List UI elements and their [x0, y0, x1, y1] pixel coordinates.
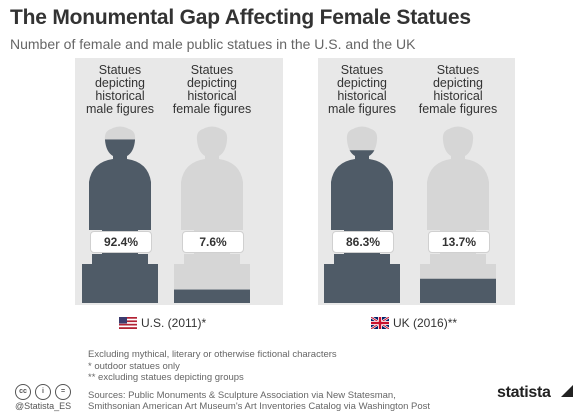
footnote-line: Excluding mythical, literary or otherwis…: [88, 349, 337, 360]
statue-fill-bar: [174, 289, 250, 303]
value-label: 92.4%: [90, 231, 152, 253]
chart-title: The Monumental Gap Affecting Female Stat…: [10, 6, 471, 29]
country-label-uk: UK (2016)**: [371, 316, 457, 330]
value-label: 7.6%: [182, 231, 244, 253]
column-label-line: male figures: [85, 102, 155, 116]
column-label-line: male figures: [327, 102, 397, 116]
column-label-line: historical: [337, 89, 387, 103]
source-line: Sources: Public Monuments & Sculpture As…: [88, 389, 396, 401]
column-label-line: female figures: [418, 102, 498, 116]
statue-1-1: [420, 126, 496, 303]
statue-background: [174, 126, 250, 303]
column-label-line: depicting: [186, 76, 238, 90]
footnotes: Excluding mythical, literary or otherwis…: [88, 349, 430, 413]
column-label-line: Statues: [190, 63, 234, 77]
statista-logo[interactable]: statista: [497, 384, 551, 401]
country-label-text: UK (2016)**: [393, 316, 458, 330]
value-label: 13.7%: [428, 231, 490, 253]
column-label-line: depicting: [94, 76, 146, 90]
license-icons: cc i =: [15, 384, 71, 400]
column-label-line: historical: [95, 89, 145, 103]
us-flag-icon: [119, 317, 137, 329]
statue-fill-bar: [82, 139, 158, 303]
statue-0-0: [82, 126, 158, 303]
cc-icon[interactable]: cc: [15, 384, 31, 400]
attribution-icon[interactable]: i: [35, 384, 51, 400]
value-label: 86.3%: [332, 231, 394, 253]
statue-fill-bar: [324, 150, 400, 303]
social-handle[interactable]: @Statista_ES: [15, 401, 72, 411]
column-label-line: depicting: [336, 76, 388, 90]
column-label-line: historical: [187, 89, 237, 103]
column-label: Statues depicting historical female figures: [162, 64, 262, 116]
column-label-line: Statues: [340, 63, 384, 77]
footnote-line: ** excluding statues depicting groups: [88, 372, 244, 383]
statista-logo-mark: [561, 385, 573, 397]
footnote-line: * outdoor statues only: [88, 360, 180, 372]
column-label: Statues depicting historical male figures: [312, 64, 412, 116]
chart-subtitle: Number of female and male public statues…: [10, 36, 416, 52]
statue-1-0: [324, 126, 400, 303]
equal-icon[interactable]: =: [55, 384, 71, 400]
statue-fill-bar: [420, 278, 496, 303]
column-label: Statues depicting historical female figures: [408, 64, 508, 116]
column-label-line: female figures: [172, 102, 252, 116]
column-label-line: Statues: [436, 63, 480, 77]
column-label-line: historical: [433, 89, 483, 103]
uk-flag-icon: [371, 317, 389, 329]
country-label-us: U.S. (2011)*: [119, 316, 206, 330]
column-label-line: depicting: [432, 76, 484, 90]
country-label-text: U.S. (2011)*: [141, 316, 207, 330]
statue-0-1: [174, 126, 250, 303]
column-label-line: Statues: [98, 63, 142, 77]
column-label: Statues depicting historical male figures: [70, 64, 170, 116]
source-line: Smithsonian American Art Museum's Art In…: [88, 401, 431, 412]
